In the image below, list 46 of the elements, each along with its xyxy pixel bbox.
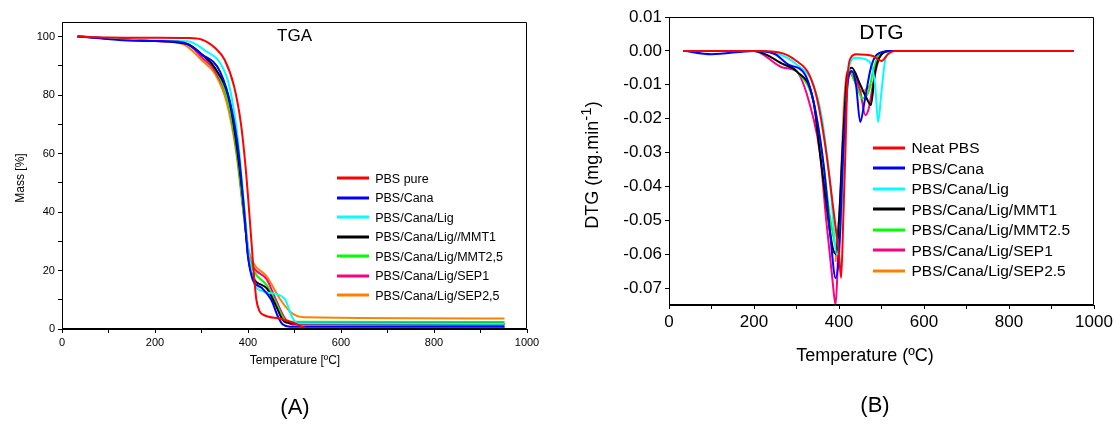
y-tick-label: -0.02 xyxy=(623,108,662,128)
x-axis-title: Temperature [ºC] xyxy=(249,353,341,367)
legend-label: PBS/Cana/Lig/SEP2,5 xyxy=(375,288,500,303)
legend-label: Neat PBS xyxy=(911,138,980,157)
x-tick-label: 400 xyxy=(238,335,258,348)
y-tick-label: 0.01 xyxy=(628,6,662,26)
x-tick-label: 200 xyxy=(145,335,165,348)
y-tick-label: -0.06 xyxy=(623,243,662,263)
y-tick-label: -0.07 xyxy=(623,277,662,297)
x-tick-label: 0 xyxy=(58,335,66,348)
y-tick-label: 20 xyxy=(42,263,55,276)
legend-label: PBS/Cana xyxy=(375,190,434,205)
x-tick-label: 1000 xyxy=(514,335,540,348)
x-tick-label: 1000 xyxy=(1075,311,1113,331)
y-tick-label: 80 xyxy=(42,88,55,101)
y-tick-label: -0.01 xyxy=(623,74,662,94)
legend-label: PBS/Cana/Lig xyxy=(911,179,1009,198)
legend-label: PBS pure xyxy=(375,171,429,186)
x-tick-label: 400 xyxy=(824,311,854,331)
x-tick-label: 600 xyxy=(909,311,939,331)
legend-label: PBS/Cana/Lig/MMT2.5 xyxy=(911,220,1070,239)
x-tick-label: 800 xyxy=(994,311,1024,331)
x-tick-label: 200 xyxy=(739,311,769,331)
legend-label: PBS/Cana/Lig/MMT2,5 xyxy=(375,249,503,264)
y-tick-label: -0.04 xyxy=(623,176,662,196)
legend-label: PBS/Cana/Lig//MMT1 xyxy=(375,229,497,244)
chart-title: DTG xyxy=(859,20,904,44)
legend-label: PBS/Cana/Lig/SEP1 xyxy=(911,241,1053,260)
legend-label: PBS/Cana/Lig/SEP1 xyxy=(375,268,490,283)
y-axis-title: Mass [%] xyxy=(13,153,27,203)
legend-label: PBS/Cana xyxy=(911,159,984,178)
y-tick-label: -0.05 xyxy=(623,209,662,229)
y-tick-label: -0.03 xyxy=(623,142,662,162)
legend-label: PBS/Cana/Lig xyxy=(375,210,454,225)
y-tick-label: 60 xyxy=(42,146,55,159)
legend-label: PBS/Cana/Lig/SEP2.5 xyxy=(911,261,1066,280)
x-axis-title: Temperature (ºC) xyxy=(796,344,934,366)
text: (B) xyxy=(860,392,890,418)
y-tick-label: 40 xyxy=(42,205,55,218)
x-tick-label: 600 xyxy=(331,335,351,348)
x-tick-label: 800 xyxy=(424,335,444,348)
text: (A) xyxy=(280,394,310,420)
legend-label: PBS/Cana/Lig/MMT1 xyxy=(911,200,1058,219)
y-tick-label: 100 xyxy=(36,29,55,42)
chart-title: TGA xyxy=(277,26,313,46)
y-tick-label: 0.00 xyxy=(628,40,662,60)
